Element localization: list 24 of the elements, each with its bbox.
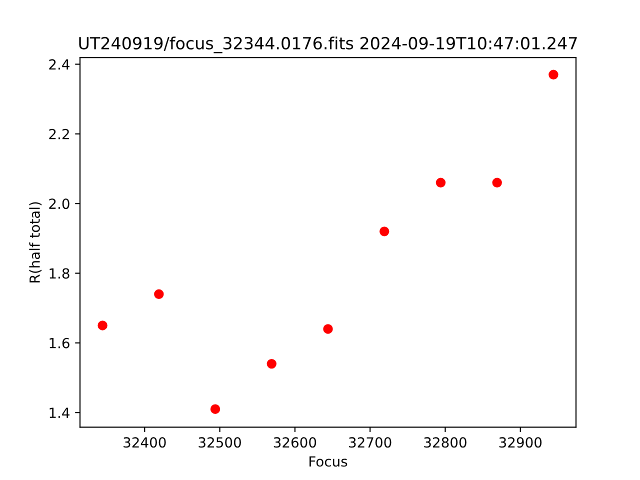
point — [436, 178, 446, 188]
y-tick-label: 2.4 — [49, 59, 70, 70]
x-tick-label: 32700 — [349, 437, 392, 448]
point — [266, 358, 276, 369]
x-axis-title: Focus — [310, 456, 348, 467]
y-tick-label: 2.0 — [49, 198, 70, 210]
point — [492, 178, 502, 188]
y-tick-label: 2.2 — [49, 128, 69, 140]
point — [380, 226, 390, 236]
point — [210, 404, 220, 414]
y-tick-label: 1.4 — [50, 408, 70, 418]
x-tick-label: 32900 — [499, 437, 542, 448]
point — [548, 70, 558, 80]
x-tick-label: 32500 — [198, 437, 241, 448]
x-tick-label: 32400 — [124, 437, 166, 448]
x-tick-label: 32800 — [424, 437, 466, 448]
y-tick-label: 1.6 — [50, 338, 70, 348]
chart-title: UT240919/focus_32344.0176.fits 2024-09-19T10:47:01.247 — [79, 36, 577, 54]
y-axis-title: R(half total) — [29, 202, 42, 282]
point — [154, 289, 164, 299]
y-tick-label: 1.8 — [50, 268, 70, 279]
point — [323, 324, 333, 334]
point — [98, 320, 108, 330]
x-tick-label: 32600 — [274, 437, 316, 448]
